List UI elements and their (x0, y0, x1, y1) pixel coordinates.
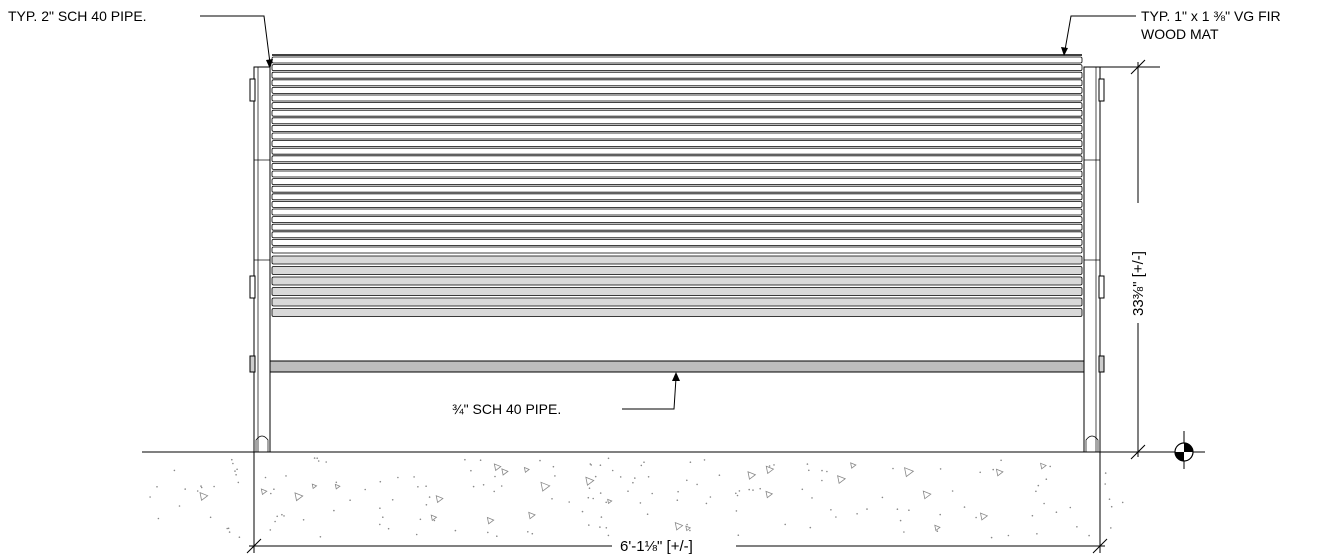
callout-wood-mat-line2: WOOD MAT (1141, 26, 1219, 42)
width-dimension-text: 6'-1⅛" [+/-] (620, 538, 693, 555)
back-slat (271, 94, 1083, 102)
back-slat (271, 170, 1083, 178)
wood-mat-slats (271, 54, 1083, 317)
height-dimension-text: 33⅜" [+/-] (1130, 251, 1147, 316)
concrete-aggregate (149, 457, 1124, 539)
back-slat (271, 87, 1083, 94)
height-dimension: 33⅜" [+/-] (1100, 59, 1160, 460)
back-slat (271, 71, 1083, 79)
back-slat (271, 185, 1083, 193)
back-slat (271, 162, 1083, 170)
back-slat (271, 79, 1083, 87)
back-slat (271, 56, 1083, 64)
back-slat (271, 200, 1083, 208)
callout-2in-pipe: TYP. 2" SCH 40 PIPE. (8, 8, 273, 69)
back-slat (271, 208, 1083, 216)
back-slat (271, 155, 1083, 163)
back-slat (271, 238, 1083, 246)
callout-wood-mat: TYP. 1" x 1 ⅜" VG FIR WOOD MAT (1061, 8, 1281, 56)
seat-slat (271, 276, 1083, 286)
seat-slat (271, 255, 1083, 265)
back-slat (271, 147, 1083, 155)
callout-wood-mat-line1: TYP. 1" x 1 ⅜" VG FIR (1141, 8, 1281, 24)
back-slat (271, 132, 1083, 140)
back-slat (271, 117, 1083, 125)
back-slat (271, 102, 1083, 109)
back-slat (271, 216, 1083, 224)
width-dimension: 6'-1⅛" [+/-] (246, 452, 1108, 555)
left-leg (249, 66, 271, 453)
seat-slat (271, 287, 1083, 296)
back-slat (271, 231, 1083, 239)
back-slat (271, 109, 1083, 117)
back-slat (271, 223, 1083, 231)
right-leg (1083, 66, 1105, 453)
back-slat (271, 193, 1083, 201)
callout-34in-pipe-text: ¾" SCH 40 PIPE. (452, 401, 561, 417)
back-slat (271, 178, 1083, 186)
seat-slat (271, 308, 1083, 317)
seat-slat (271, 297, 1083, 307)
lower-pipe (269, 360, 1085, 373)
seat-slat (271, 266, 1083, 275)
back-slat (271, 140, 1083, 148)
callout-34in-pipe: ¾" SCH 40 PIPE. (452, 372, 680, 417)
back-slat (271, 246, 1083, 254)
back-slat (271, 64, 1083, 71)
callout-2in-pipe-text: TYP. 2" SCH 40 PIPE. (8, 8, 147, 24)
datum-marker-icon (1167, 431, 1203, 469)
back-slat (271, 125, 1083, 132)
